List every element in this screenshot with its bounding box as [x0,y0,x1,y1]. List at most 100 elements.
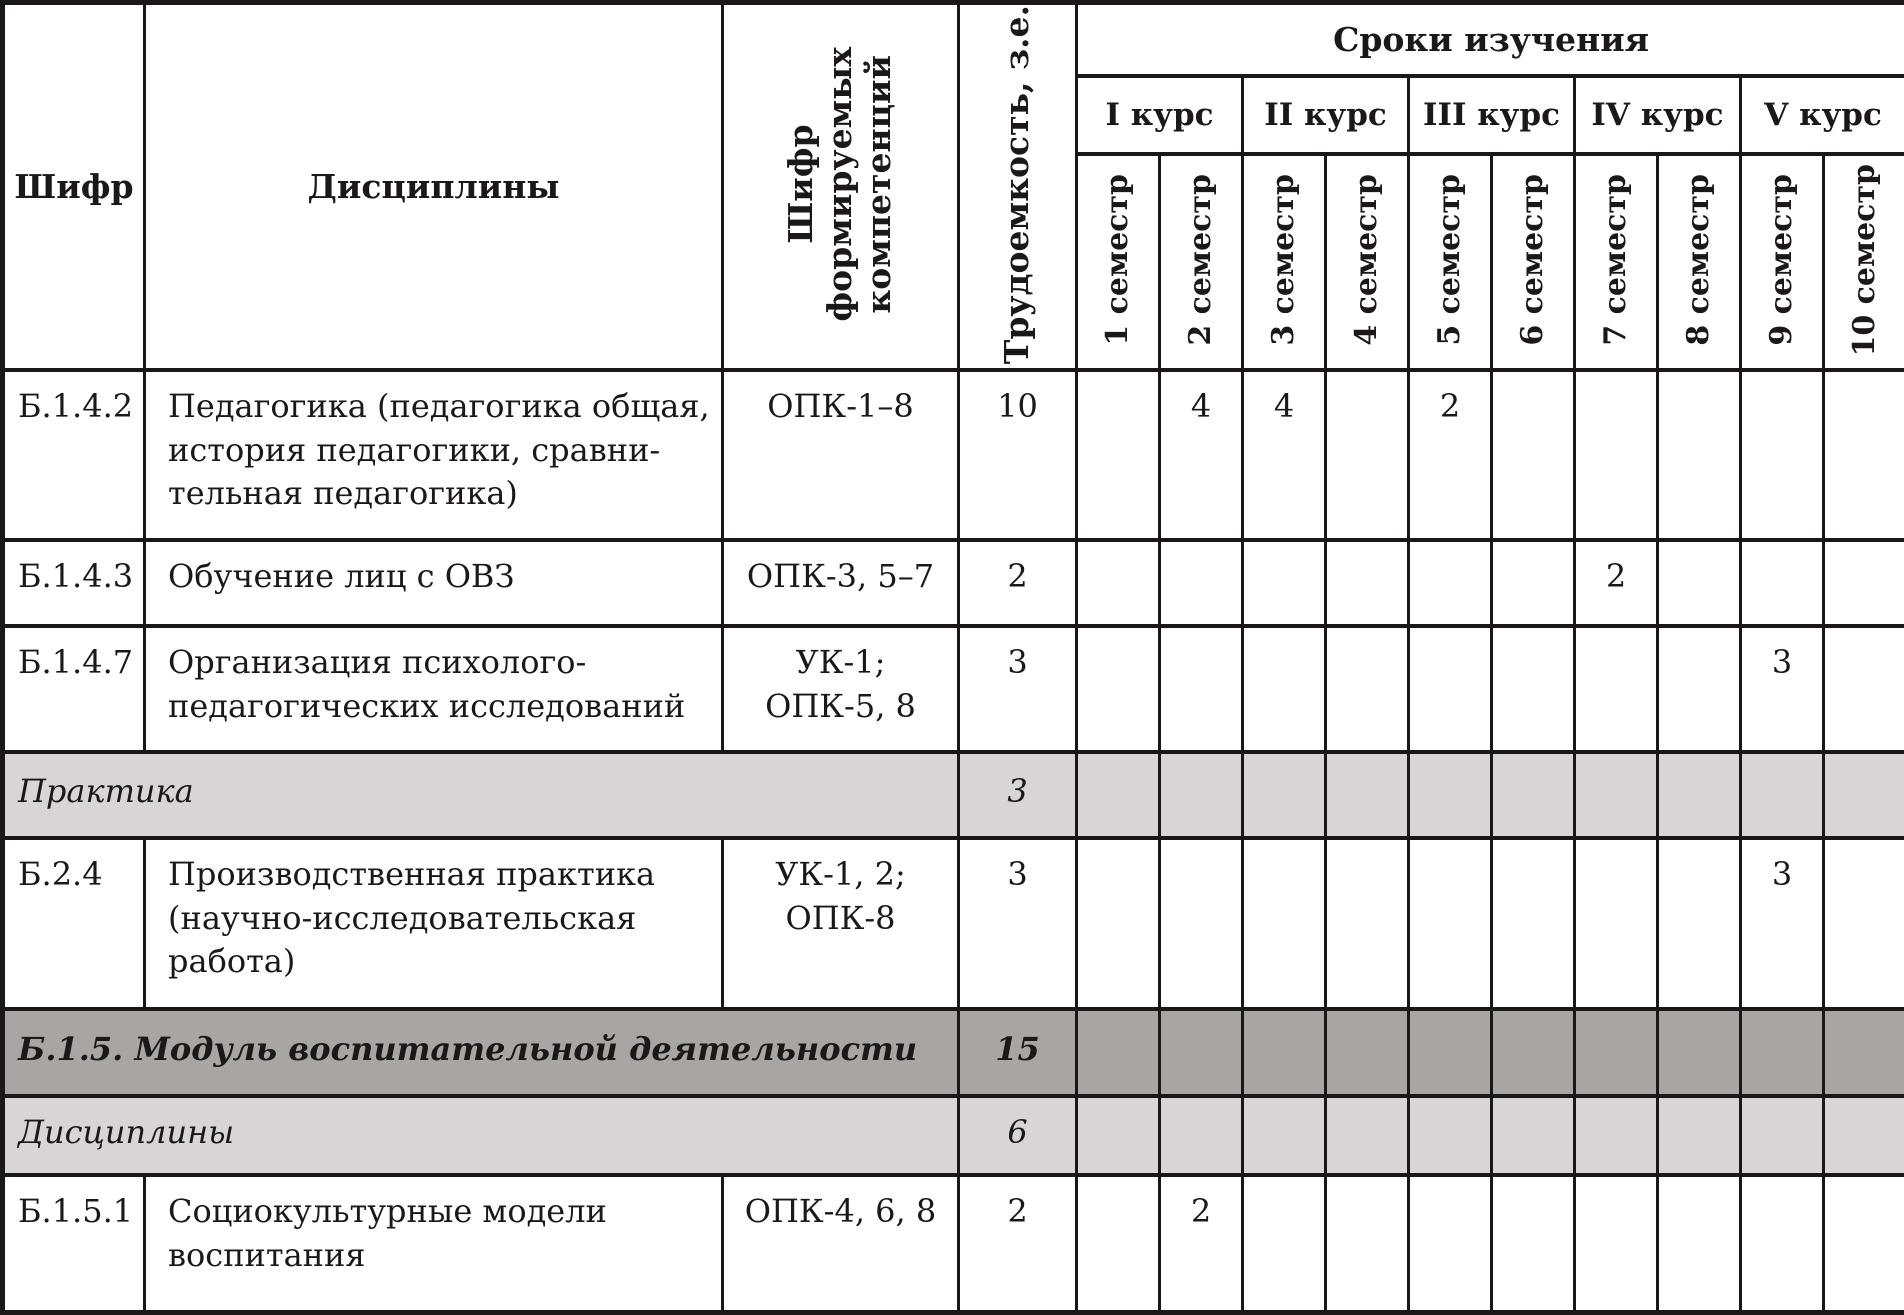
semester-cell-6 [1492,626,1575,752]
semester-cell-8 [1658,838,1741,1009]
semester-header-2: 2 семестр [1160,154,1243,371]
semester-header-5: 5 семестр [1409,154,1492,371]
semester-cell-10 [1824,752,1904,838]
semester-cell-4 [1326,1175,1409,1312]
semester-cell-5 [1409,1009,1492,1096]
table-header: Шифр Дисциплины Шифр формируемых компете… [3,3,1904,371]
course-header-4: IV курс [1575,76,1741,154]
semester-cell-2 [1160,1009,1243,1096]
workload-header-label: Трудоемкость, з.е. [998,5,1037,364]
semester-label: 2 семестр [1183,174,1218,346]
workload-value: 3 [959,626,1077,752]
workload-value: 3 [959,838,1077,1009]
course-label: IV курс [1591,97,1723,133]
semester-cell-4 [1326,838,1409,1009]
semester-cell-1 [1077,540,1160,626]
discipline-name: Организация психолого- педагогических ис… [145,626,723,752]
section-title: Б.1.5. Модуль воспитательной деятельност… [3,1009,959,1096]
semester-cell-1 [1077,1096,1160,1175]
semester-cell-6 [1492,752,1575,838]
semester-cell-2 [1160,540,1243,626]
discipline-name: Социокультурные модели воспитания [145,1175,723,1312]
semester-cell-1 [1077,752,1160,838]
semester-header-3: 3 семестр [1243,154,1326,371]
semester-cell-2 [1160,752,1243,838]
semester-cell-9 [1741,1009,1824,1096]
competency-codes: УК-1; ОПК-5, 8 [723,626,959,752]
semester-cell-10 [1824,838,1904,1009]
semester-cell-7 [1575,626,1658,752]
semester-cell-8 [1658,540,1741,626]
semester-cell-7: 2 [1575,540,1658,626]
discipline-code: Б.1.5.1 [3,1175,145,1312]
column-header-code: Шифр [3,3,145,371]
discipline-code: Б.2.4 [3,838,145,1009]
semester-cell-9 [1741,1175,1824,1312]
semester-cell-4 [1326,626,1409,752]
semester-cell-1 [1077,370,1160,540]
semester-header-9: 9 семестр [1741,154,1824,371]
semester-cell-5 [1409,752,1492,838]
semester-label: 6 семестр [1515,174,1550,346]
semester-label: 1 семестр [1100,174,1135,346]
semester-header-8: 8 семестр [1658,154,1741,371]
semester-cell-8 [1658,626,1741,752]
course-header-3: III курс [1409,76,1575,154]
discipline-name: Производственная практика (научно-исслед… [145,838,723,1009]
semester-cell-7 [1575,1175,1658,1312]
semester-cell-2: 2 [1160,1175,1243,1312]
discipline-name: Обучение лиц с ОВЗ [145,540,723,626]
column-header-study-terms: Сроки изучения [1077,3,1904,77]
course-label: V курс [1764,97,1882,133]
semester-cell-10 [1824,1175,1904,1312]
course-label: I курс [1105,97,1213,133]
semester-cell-7 [1575,1009,1658,1096]
workload-value: 15 [959,1009,1077,1096]
column-header-competencies: Шифр формируемых компетенций [723,3,959,371]
study-terms-label: Сроки изучения [1333,20,1649,59]
section-title: Практика [3,752,959,838]
semester-cell-1 [1077,1009,1160,1096]
semester-cell-5 [1409,1175,1492,1312]
semester-cell-3: 4 [1243,370,1326,540]
workload-value: 6 [959,1096,1077,1175]
semester-cell-7 [1575,752,1658,838]
semester-header-10: 10 семестр [1824,154,1904,371]
semester-cell-3 [1243,626,1326,752]
semester-cell-6 [1492,540,1575,626]
semester-cell-5: 2 [1409,370,1492,540]
competency-codes: ОПК-4, 6, 8 [723,1175,959,1312]
semester-label: 9 семестр [1764,174,1799,346]
semester-cell-2 [1160,626,1243,752]
workload-value: 2 [959,540,1077,626]
semester-cell-2 [1160,1096,1243,1175]
column-header-workload: Трудоемкость, з.е. [959,3,1077,371]
semester-cell-6 [1492,1096,1575,1175]
section-title: Дисциплины [3,1096,959,1175]
semester-header-1: 1 семестр [1077,154,1160,371]
competency-codes: ОПК-1–8 [723,370,959,540]
semester-cell-10 [1824,1096,1904,1175]
semester-label: 4 семестр [1349,174,1384,346]
semester-cell-5 [1409,838,1492,1009]
semester-cell-8 [1658,1096,1741,1175]
workload-value: 10 [959,370,1077,540]
semester-cell-6 [1492,1175,1575,1312]
semester-cell-9 [1741,752,1824,838]
workload-value: 3 [959,752,1077,838]
course-header-5: V курс [1741,76,1904,154]
semester-cell-4 [1326,370,1409,540]
competency-codes: УК-1, 2; ОПК-8 [723,838,959,1009]
semester-cell-4 [1326,1009,1409,1096]
semester-cell-8 [1658,370,1741,540]
semester-cell-10 [1824,540,1904,626]
semester-cell-6 [1492,838,1575,1009]
course-label: III курс [1423,97,1560,133]
semester-cell-3 [1243,1009,1326,1096]
section-row: Б.1.5. Модуль воспитательной деятельност… [3,1009,1904,1096]
